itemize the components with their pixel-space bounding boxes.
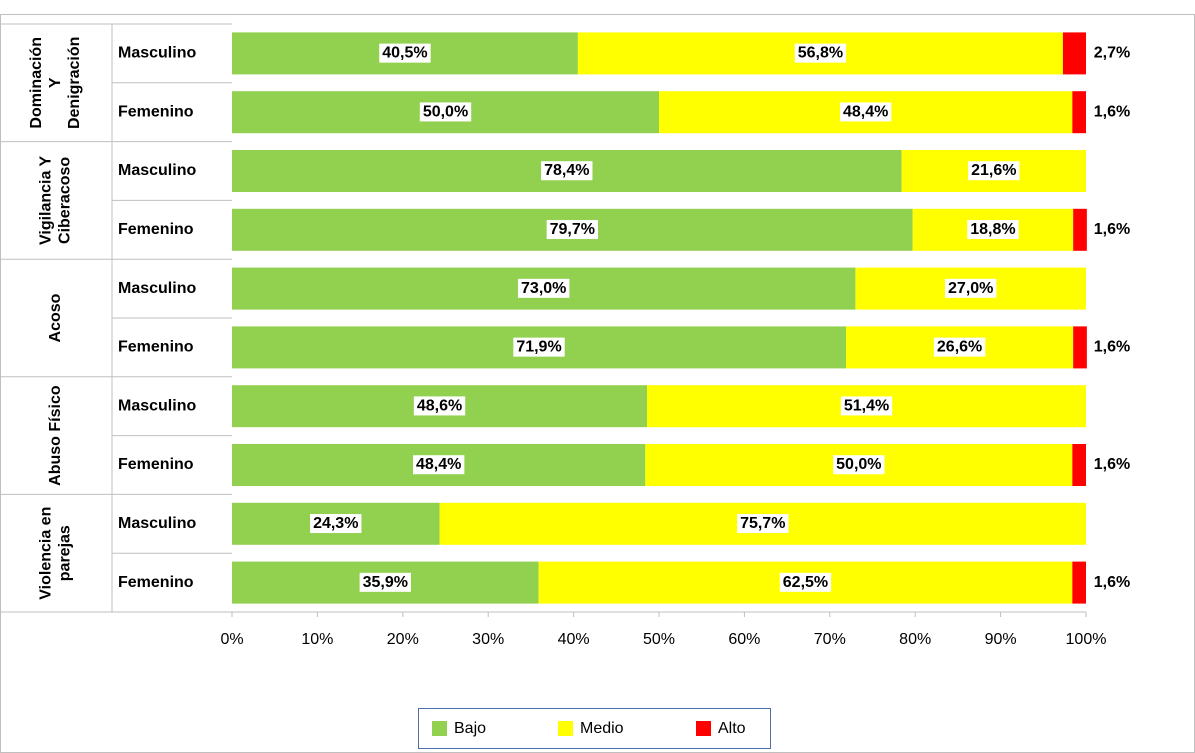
data-label-bg [419,102,472,122]
group-label: Vigilancia Y Ciberacoso [38,155,74,245]
data-label: 1,6% [1094,456,1130,473]
data-label: 50,0% [423,103,468,120]
legend-box [418,708,771,749]
group-label: Acoso [47,293,64,342]
data-label: 48,4% [843,103,888,120]
data-label-bg [546,220,599,240]
data-label-bg [968,161,1020,181]
y-tick-label: Masculino [118,515,196,532]
group-label-line: Abuso Físico [47,385,64,486]
data-label-bg [413,396,466,416]
data-label-bg [513,337,565,357]
group-label-line: Denigración [66,37,83,129]
data-label-bg [412,455,465,475]
legend-swatch [558,721,573,736]
data-label-bg [840,396,893,416]
data-label: 40,5% [382,45,427,62]
x-tick-label: 0% [220,631,243,648]
x-tick-label: 40% [558,631,590,648]
legend-label: Bajo [454,720,486,737]
x-tick-label: 80% [899,631,931,648]
bar-segment [1073,326,1087,369]
data-label: 1,6% [1094,339,1130,356]
data-label: 71,9% [516,339,561,356]
data-label: 35,9% [363,574,408,591]
x-tick-label: 10% [301,631,333,648]
data-label: 48,6% [417,397,462,414]
y-tick-label: Femenino [118,103,194,120]
data-label: 75,7% [740,515,785,532]
y-tick-label: Masculino [118,162,196,179]
y-tick-label: Masculino [118,45,196,62]
data-label: 73,0% [521,280,566,297]
data-label: 62,5% [783,574,828,591]
group-label-line: Violencia en [38,507,55,600]
data-label-bg [967,220,1019,240]
group-label-line: parejas [57,525,74,581]
y-tick-label: Femenino [118,221,194,238]
x-tick-label: 90% [985,631,1017,648]
data-label-bg [839,102,892,122]
data-label: 79,7% [550,221,595,238]
group-label: Abuso Físico [47,385,64,486]
data-label: 2,7% [1094,45,1130,62]
data-label-bg [945,278,997,298]
data-label: 18,8% [970,221,1015,238]
data-label: 48,4% [416,456,461,473]
data-label-bg [310,514,362,534]
group-label-line: Vigilancia Y [38,155,55,245]
y-tick-label: Femenino [118,574,194,591]
data-label-bg [779,572,832,592]
legend-swatch [696,721,711,736]
y-tick-label: Femenino [118,456,194,473]
data-label-bg [379,43,431,63]
data-label: 51,4% [844,397,889,414]
x-tick-label: 30% [472,631,504,648]
legend-label: Alto [718,720,746,737]
x-tick-label: 60% [728,631,760,648]
data-label: 27,0% [948,280,993,297]
data-label-bg [794,43,847,63]
bar-segment [1073,208,1087,251]
data-label-bg [933,337,986,357]
group-label-line: Dominación [28,37,45,129]
data-label-bg [541,161,593,181]
group-label: Violencia en parejas [38,507,74,600]
bar-segment [1062,32,1086,75]
bar-segment [1072,91,1086,134]
data-label-bg [359,572,411,592]
data-label: 50,0% [836,456,881,473]
data-label: 1,6% [1094,574,1130,591]
data-label-bg [518,278,570,298]
x-tick-label: 20% [387,631,419,648]
legend-swatch [432,721,447,736]
y-tick-label: Masculino [118,397,196,414]
data-label: 56,8% [798,45,843,62]
group-label-line: Acoso [47,293,64,342]
data-label: 24,3% [313,515,358,532]
bar-segment [1072,561,1086,604]
y-tick-label: Femenino [118,339,194,356]
data-label-bg [833,455,885,475]
legend-label: Medio [580,720,624,737]
data-label: 1,6% [1094,103,1130,120]
bar-segment [1072,444,1086,486]
group-label-line: Ciberacoso [57,157,74,244]
x-tick-label: 100% [1066,631,1107,648]
y-tick-label: Masculino [118,280,196,297]
group-label-line: Y [47,77,64,88]
data-label: 78,4% [544,162,589,179]
data-label: 26,6% [937,339,982,356]
data-label: 1,6% [1094,221,1130,238]
data-label: 21,6% [971,162,1016,179]
x-tick-label: 70% [814,631,846,648]
x-tick-label: 50% [643,631,675,648]
data-label-bg [737,514,789,534]
group-label: Dominación Y Denigración [28,37,83,129]
